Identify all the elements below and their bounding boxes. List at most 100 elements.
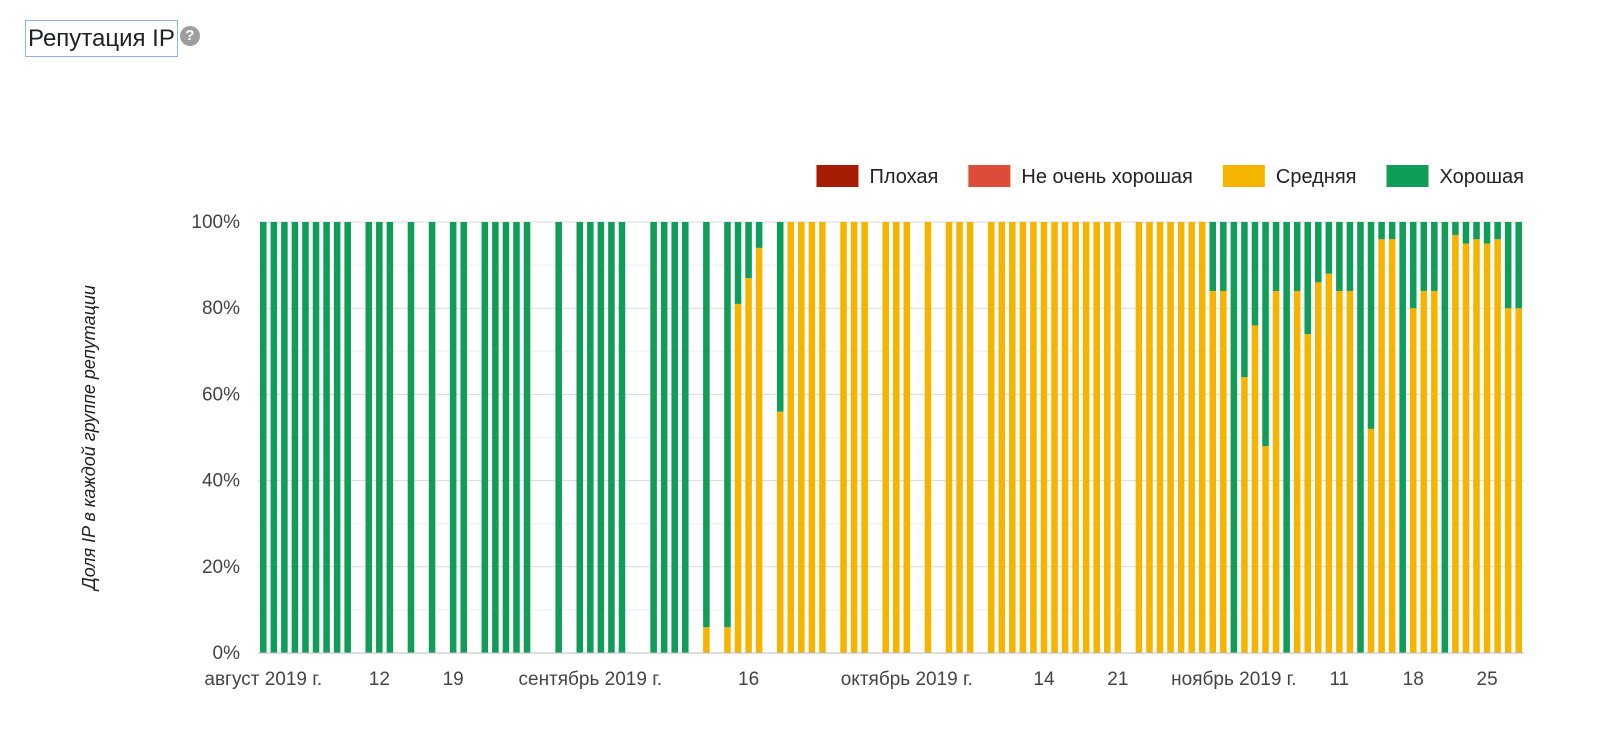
bar-segment-medium[interactable] <box>1272 290 1280 653</box>
bar-segment-medium[interactable] <box>1315 282 1322 653</box>
bar-segment-good[interactable] <box>1515 222 1522 309</box>
bar-segment-good[interactable] <box>671 222 678 653</box>
bar-segment-medium[interactable] <box>987 222 995 653</box>
bar-segment-good[interactable] <box>1293 222 1301 291</box>
bar-segment-good[interactable] <box>291 222 299 653</box>
bar-segment-good[interactable] <box>502 222 510 653</box>
bar-segment-medium[interactable] <box>1167 222 1174 653</box>
bar-segment-good[interactable] <box>1452 222 1459 235</box>
bar-segment-medium[interactable] <box>1367 428 1375 653</box>
bar-segment-good[interactable] <box>755 222 763 248</box>
bar-segment-good[interactable] <box>260 222 267 653</box>
bar-segment-good[interactable] <box>1388 222 1396 240</box>
bar-segment-medium[interactable] <box>1177 222 1185 653</box>
bar-segment-medium[interactable] <box>966 222 974 653</box>
bar-segment-medium[interactable] <box>1019 222 1027 653</box>
bar-segment-medium[interactable] <box>1061 222 1069 653</box>
bar-segment-good[interactable] <box>312 222 320 653</box>
bar-segment-medium[interactable] <box>1093 222 1100 653</box>
bar-segment-good[interactable] <box>513 222 520 653</box>
bar-segment-medium[interactable] <box>1346 290 1354 653</box>
bar-segment-medium[interactable] <box>1072 222 1079 653</box>
bar-segment-good[interactable] <box>576 222 584 653</box>
bar-segment-medium[interactable] <box>1462 243 1470 654</box>
bar-segment-medium[interactable] <box>1336 290 1343 653</box>
bar-segment-good[interactable] <box>1494 222 1501 240</box>
bar-segment-good[interactable] <box>703 222 710 628</box>
bar-segment-medium[interactable] <box>956 222 963 653</box>
bar-segment-medium[interactable] <box>945 222 953 653</box>
bar-segment-good[interactable] <box>376 222 383 653</box>
bar-segment-good[interactable] <box>1272 222 1280 291</box>
bar-segment-good[interactable] <box>1220 222 1227 291</box>
bar-segment-good[interactable] <box>344 222 351 653</box>
bar-segment-medium[interactable] <box>776 411 784 653</box>
bar-segment-good[interactable] <box>1420 222 1428 291</box>
bar-segment-medium[interactable] <box>1241 377 1248 653</box>
bar-segment-good[interactable] <box>608 222 615 653</box>
bar-segment-good[interactable] <box>365 222 373 653</box>
bar-segment-good[interactable] <box>333 222 341 653</box>
bar-segment-good[interactable] <box>386 222 394 653</box>
bar-segment-medium[interactable] <box>734 303 742 653</box>
bar-segment-medium[interactable] <box>724 627 731 653</box>
bar-segment-medium[interactable] <box>1293 290 1301 653</box>
bar-segment-good[interactable] <box>523 222 531 653</box>
bar-segment-good[interactable] <box>1473 222 1480 240</box>
bar-segment-good[interactable] <box>660 222 668 653</box>
bar-segment-good[interactable] <box>1378 222 1385 240</box>
bar-segment-good[interactable] <box>460 222 467 653</box>
bar-segment-good[interactable] <box>270 222 278 653</box>
bar-segment-medium[interactable] <box>861 222 868 653</box>
bar-segment-good[interactable] <box>1241 222 1248 378</box>
bar-segment-medium[interactable] <box>1494 239 1501 654</box>
bar-segment-good[interactable] <box>1251 222 1259 326</box>
bar-segment-good[interactable] <box>587 222 594 653</box>
bar-segment-good[interactable] <box>492 222 499 653</box>
bar-segment-good[interactable] <box>1262 222 1269 447</box>
bar-segment-medium[interactable] <box>1515 308 1522 653</box>
bar-segment-good[interactable] <box>597 222 605 653</box>
bar-segment-good[interactable] <box>724 222 731 628</box>
bar-segment-medium[interactable] <box>903 222 911 653</box>
bar-segment-good[interactable] <box>618 222 626 653</box>
bar-segment-good[interactable] <box>1399 222 1406 653</box>
bar-segment-medium[interactable] <box>882 222 889 653</box>
bar-segment-good[interactable] <box>1304 222 1311 335</box>
bar-segment-medium[interactable] <box>1504 308 1512 653</box>
bar-segment-good[interactable] <box>1441 222 1449 653</box>
bar-segment-good[interactable] <box>650 222 657 653</box>
bar-segment-good[interactable] <box>555 222 562 653</box>
bar-segment-medium[interactable] <box>808 222 816 653</box>
bar-segment-medium[interactable] <box>1156 222 1164 653</box>
bar-segment-good[interactable] <box>1409 222 1417 309</box>
bar-segment-good[interactable] <box>449 222 457 653</box>
bar-segment-good[interactable] <box>1462 222 1470 244</box>
bar-segment-good[interactable] <box>1209 222 1217 291</box>
bar-segment-medium[interactable] <box>1473 239 1480 654</box>
bar-segment-good[interactable] <box>428 222 436 653</box>
bar-segment-medium[interactable] <box>1220 290 1227 653</box>
bar-segment-medium[interactable] <box>1146 222 1153 653</box>
bar-segment-good[interactable] <box>776 222 784 412</box>
bar-segment-medium[interactable] <box>1262 446 1269 653</box>
bar-segment-medium[interactable] <box>1304 334 1311 653</box>
bar-segment-medium[interactable] <box>1082 222 1090 653</box>
bar-segment-medium[interactable] <box>1135 222 1143 653</box>
bar-segment-medium[interactable] <box>1104 222 1111 653</box>
bar-segment-good[interactable] <box>407 222 415 653</box>
bar-segment-good[interactable] <box>1283 222 1290 653</box>
bar-segment-medium[interactable] <box>1051 222 1058 653</box>
bar-segment-medium[interactable] <box>787 222 795 653</box>
bar-segment-medium[interactable] <box>924 222 932 653</box>
bar-segment-medium[interactable] <box>1198 222 1206 653</box>
legend-swatch[interactable] <box>1222 165 1265 187</box>
bar-segment-medium[interactable] <box>1420 290 1428 653</box>
bar-segment-good[interactable] <box>1504 222 1512 309</box>
bar-segment-medium[interactable] <box>1251 325 1259 653</box>
bar-segment-good[interactable] <box>1346 222 1354 291</box>
bar-segment-good[interactable] <box>734 222 742 304</box>
bar-segment-good[interactable] <box>1367 222 1375 429</box>
bar-segment-good[interactable] <box>481 222 489 653</box>
bar-segment-medium[interactable] <box>1409 308 1417 653</box>
